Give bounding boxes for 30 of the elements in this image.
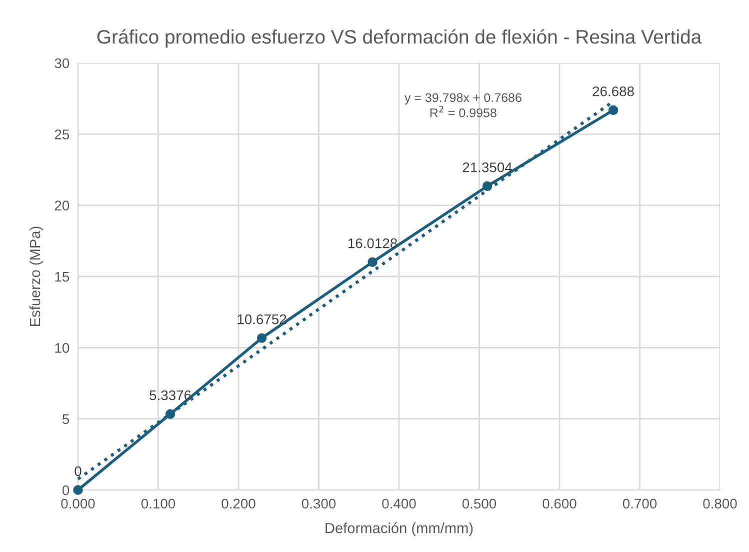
y-tick-label: 0	[62, 485, 70, 496]
data-label: 21.3504	[462, 162, 512, 172]
point	[608, 105, 618, 116]
point	[73, 485, 83, 495]
x-tick-label: 0.300	[302, 498, 336, 509]
point	[256, 333, 267, 343]
x-tick-label: 0.500	[462, 498, 496, 509]
y-tick-label: 25	[54, 130, 70, 140]
data-label: 10.6752	[238, 314, 286, 324]
x-tick-label: 0.800	[703, 498, 737, 509]
x-tick-label: 0.100	[141, 498, 176, 509]
y-tick-label: 15	[55, 272, 70, 282]
data-label: 5.3376	[150, 390, 191, 400]
y-tick-label: 30	[54, 58, 70, 68]
data-label: 0	[74, 466, 82, 476]
data-label: 26.688	[592, 86, 634, 96]
x-tick-label: 0.200	[222, 498, 256, 509]
point	[368, 257, 378, 267]
x-tick-label: 0.000	[61, 498, 95, 509]
chart-title: Gráfico promedio esfuerzo VS deformación de flexión - Resina Vertida	[97, 29, 702, 48]
annotation: y = 39.798x + 0.7686 R$^{2}$ = 0.9958	[404, 93, 522, 118]
x-tick-label: 0.700	[622, 498, 657, 509]
x-tick-label: 0.400	[382, 498, 416, 509]
x-axis-title: Deformación (mm/mm)	[326, 522, 473, 536]
y-tick-label: 20	[54, 200, 70, 211]
x-tick-label: 0.600	[542, 498, 576, 509]
y-tick-label: 5	[62, 414, 70, 424]
data-label: 16.0128	[348, 238, 398, 248]
y-tick-label: 10	[55, 343, 70, 353]
y-axis-title: Esfuerzo (MPa)	[30, 226, 44, 326]
